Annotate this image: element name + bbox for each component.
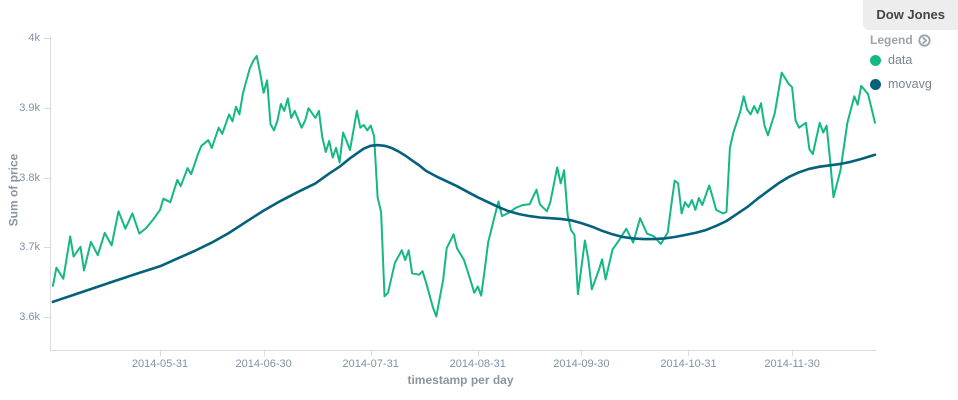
y-tick-label: 3.7k xyxy=(19,241,40,254)
legend-item-movavg[interactable]: movavg xyxy=(870,78,944,91)
x-tick-label: 2014-09-30 xyxy=(553,358,610,370)
circle-arrow-right-icon xyxy=(918,33,931,47)
x-tick-label: 2014-05-31 xyxy=(131,358,189,370)
series-color-dot-icon xyxy=(870,55,881,66)
series-color-dot-icon xyxy=(870,79,881,90)
legend-item-data[interactable]: data xyxy=(870,54,944,67)
y-tick-label: 3.6k xyxy=(19,311,40,324)
x-axis-title: timestamp per day xyxy=(407,373,514,387)
axis-lines xyxy=(50,36,876,351)
x-tick-label: 2014-07-31 xyxy=(342,358,399,370)
x-tick-label: 2014-08-31 xyxy=(449,358,506,370)
series-line-data xyxy=(51,54,876,318)
legend: Legend data movavg xyxy=(868,33,944,102)
legend-item-list: data movavg xyxy=(868,54,944,91)
legend-item-label: data xyxy=(888,53,913,67)
y-tick-label: 3.8k xyxy=(19,171,40,184)
x-tick-label: 2014-06-30 xyxy=(235,358,292,370)
legend-toggle[interactable]: Legend xyxy=(868,33,944,47)
x-tick-label: 2014-11-30 xyxy=(764,358,820,370)
x-tick-label: 2014-10-31 xyxy=(660,358,717,370)
panel-title[interactable]: Dow Jones xyxy=(863,0,958,30)
y-tick-label: 4k xyxy=(28,32,40,45)
legend-item-label: movavg xyxy=(888,77,932,91)
y-tick-label: 3.9k xyxy=(19,102,40,115)
legend-title: Legend xyxy=(870,33,913,47)
series-line-movavg xyxy=(51,143,877,304)
